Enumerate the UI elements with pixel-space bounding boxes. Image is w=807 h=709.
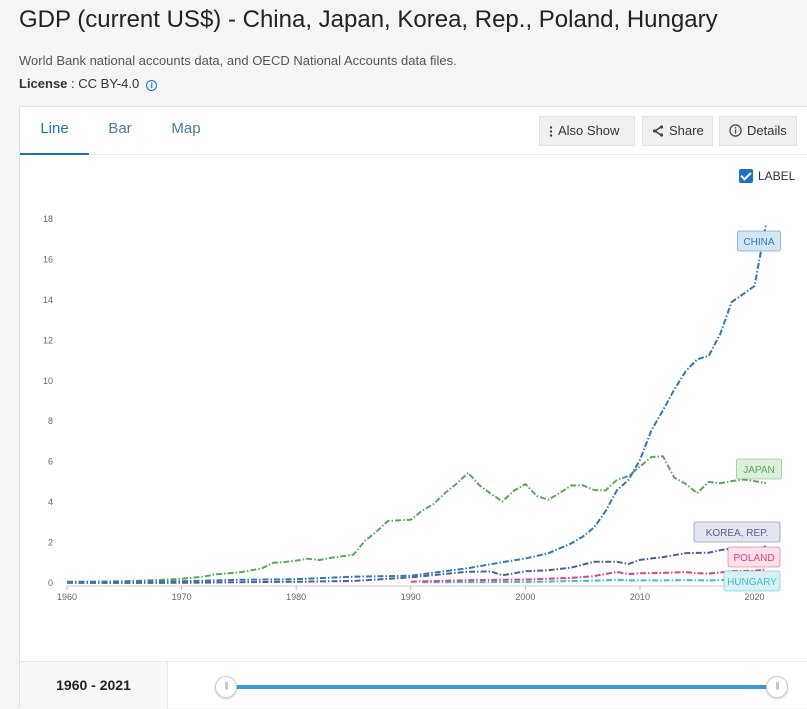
also-show-label: Also Show — [558, 123, 620, 138]
share-button[interactable]: Share — [642, 116, 713, 146]
y-tick-label: 10 — [43, 376, 53, 386]
info-icon[interactable]: i — [146, 80, 158, 91]
source-note: World Bank national accounts data, and O… — [19, 53, 457, 68]
series-label-box-japan — [736, 458, 782, 480]
x-tick-label: 1990 — [401, 592, 421, 602]
series-label-japan: JAPAN — [743, 465, 775, 476]
x-tick-label: 1970 — [172, 592, 192, 602]
x-tick-label: 1980 — [286, 592, 306, 602]
y-tick-label: 8 — [48, 416, 53, 426]
license-value: : CC BY-4.0 — [67, 76, 140, 91]
series-label-box-hungary — [723, 570, 781, 592]
share-icon — [652, 125, 664, 137]
y-tick-label: 16 — [43, 254, 53, 264]
series-label-box-korea-rep — [693, 521, 781, 543]
license-label: License — [19, 76, 68, 91]
range-slider-track[interactable] — [225, 685, 777, 689]
y-tick-label: 4 — [48, 497, 53, 507]
x-tick-label: 2000 — [515, 592, 535, 602]
year-range: 1960 - 2021 — [20, 661, 807, 709]
series-label-poland: POLAND — [733, 553, 774, 564]
series-line-china — [66, 224, 767, 583]
x-tick-label: 2010 — [630, 592, 650, 602]
range-end-handle[interactable] — [766, 676, 788, 698]
label-toggle-text: LABEL — [758, 169, 796, 183]
label-checkbox[interactable] — [739, 169, 753, 183]
info-circle-icon — [729, 124, 742, 137]
share-label: Share — [669, 123, 704, 138]
series-line-hungary — [422, 578, 767, 584]
more-vertical-icon — [549, 126, 553, 137]
series-label-china: CHINA — [743, 237, 774, 248]
y-tick-label: 6 — [48, 457, 53, 467]
tab-line[interactable]: Line — [20, 107, 89, 155]
y-tick-label: 14 — [43, 295, 53, 305]
chart-panel: Line Bar Map Also Show Share Details LAB… — [19, 106, 807, 709]
y-tick-label: 0 — [48, 578, 53, 588]
page-title: GDP (current US$) - China, Japan, Korea,… — [19, 6, 718, 33]
series-label-box-china — [737, 230, 781, 252]
line-chart: 0 2 4 6 8 10 12 14 16 18 1960 1970 1980 1990 2000 2010 2… — [43, 214, 782, 602]
y-tick-label: 2 — [48, 538, 53, 548]
x-tick-label: 2020 — [745, 592, 765, 602]
series-label-korea-rep: KOREA, REP. — [706, 528, 769, 539]
series-label-hungary: HUNGARY — [727, 577, 777, 588]
label-toggle[interactable]: LABEL — [739, 169, 795, 183]
x-tick-label: 1960 — [57, 592, 77, 602]
chart-tabs: Line Bar Map Also Show Share Details — [20, 107, 807, 155]
series-line-korea-rep — [66, 545, 767, 584]
range-start-handle[interactable] — [215, 676, 237, 698]
y-tick-label: 18 — [43, 214, 53, 224]
series-line-japan — [66, 455, 767, 584]
tab-bar[interactable]: Bar — [108, 120, 132, 137]
also-show-button[interactable]: Also Show — [539, 116, 635, 146]
license: License : CC BY-4.0 i — [19, 76, 158, 91]
tab-map[interactable]: Map — [171, 120, 201, 137]
range-label: 1960 - 2021 — [20, 662, 168, 709]
y-tick-label: 12 — [43, 335, 53, 345]
details-label: Details — [747, 123, 787, 138]
details-button[interactable]: Details — [719, 116, 797, 146]
series-label-box-poland — [727, 546, 781, 568]
